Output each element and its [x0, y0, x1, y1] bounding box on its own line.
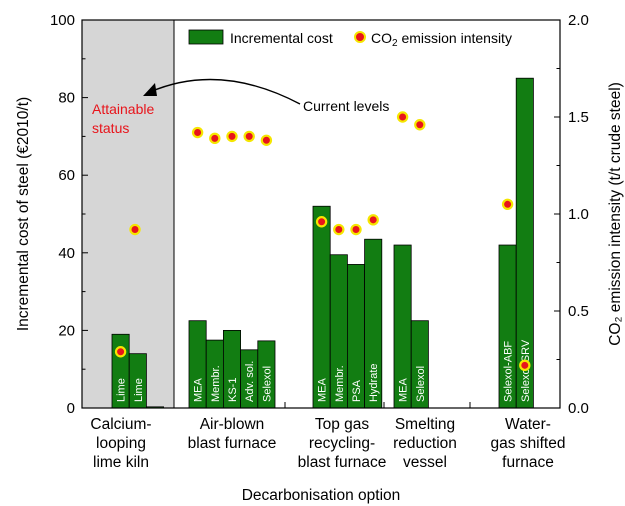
y2-tick-label-1: 0.5	[568, 303, 589, 320]
bar-label-g2-b3: Hydrate	[368, 363, 380, 402]
co2-dot-g2-b0	[315, 216, 328, 228]
co2-dot-g1-b2	[226, 130, 238, 143]
bar-label-g3-b1: Selexol	[415, 366, 427, 402]
y-tick-label-1: 20	[58, 322, 75, 339]
axes-layer: Calcium-looping lime kiln Air-blown blast f…	[50, 12, 589, 471]
bar-label-g1-b0: MEA	[193, 378, 205, 403]
co2-dot-g1-b4	[260, 134, 273, 146]
group-label-4-line1: gas shifted	[491, 435, 566, 452]
bar-g2-b0	[312, 205, 331, 409]
bar-label-g1-b3: Adv. sol.	[244, 361, 256, 402]
group-label-3-line1: reduction	[393, 435, 457, 452]
y-tick-label-0: 0	[67, 400, 75, 417]
legend-bar-swatch	[188, 29, 224, 45]
co2-dot-g1-b3	[243, 130, 255, 143]
legend-dot-swatch	[354, 31, 366, 43]
group-label-3-line0: Smelting	[395, 416, 455, 433]
y-tick-label-5: 100	[50, 12, 75, 29]
bar-label-g3-b0: MEA	[398, 378, 410, 403]
y2-tick-label-2: 1.0	[568, 206, 589, 223]
group-label-4-line0: Water-	[505, 416, 551, 433]
bar-label-g4-b0: Selexol-ABF	[503, 341, 515, 402]
group-label-1-line1: blast furnace	[188, 435, 277, 452]
co2-dot-g0-b0	[114, 346, 127, 358]
co2-dot-g2-b2	[350, 223, 362, 236]
y-tick-label-2: 40	[58, 245, 75, 262]
y-tick-label-3: 60	[58, 167, 75, 184]
group-label-3-line2: vessel	[403, 454, 447, 471]
group-label-0-line0: Calcium-	[90, 416, 151, 433]
co2-dot-g1-b0	[191, 126, 204, 139]
dots-layer	[114, 111, 531, 372]
bar-label-g1-b1: Membr.	[210, 365, 222, 402]
bars-layer	[111, 77, 534, 409]
group-label-2-line1: recycling-	[309, 435, 375, 452]
bar-label-g2-b1: Membr.	[334, 365, 346, 402]
legend-dot-prefix: CO	[371, 30, 392, 46]
group-label-4-line2: furnace	[502, 454, 554, 471]
co2-dot-g0-extra0	[129, 223, 141, 236]
y2-axis-title: CO₂ emission intensity (t/t crude steel)	[607, 82, 624, 346]
legend-bar-label: Incremental cost	[230, 30, 333, 46]
group-label-2-line0: Top gas	[315, 416, 370, 433]
y-tick-label-4: 80	[58, 90, 75, 107]
group-label-0-line2: lime kiln	[93, 454, 149, 471]
bar-label-g1-b4: Selexol	[261, 366, 273, 402]
legend-dot-sub: 2	[392, 38, 398, 49]
y2-tick-label-4: 2.0	[568, 12, 589, 29]
co2-dot-g3-b0	[396, 111, 409, 123]
group-label-2-line2: blast furnace	[298, 454, 387, 471]
y2-tick-label-3: 1.5	[568, 109, 589, 126]
bar-label-g0-b0: Lime	[116, 378, 128, 402]
co2-dot-g2-b1	[333, 223, 345, 236]
annotation-arrowhead	[143, 83, 157, 96]
bar-label-g1-b2: KS-1	[227, 378, 239, 402]
bar-label-g0-b1: Lime	[133, 378, 145, 402]
y-axis-title: Incremental cost of steel (€2010/t)	[15, 97, 32, 331]
co2-dot-g1-b1	[209, 132, 221, 145]
co2-dot-g2-b3	[367, 214, 379, 226]
co2-dot-g4-b0	[501, 198, 514, 210]
annotation-current-levels: Current levels	[303, 98, 389, 114]
legend-dot-suffix: emission intensity	[398, 30, 512, 46]
bar-label-g2-b0: MEA	[317, 378, 329, 403]
legend-dot-label: CO2 emission intensity	[371, 30, 512, 49]
bar-label-g2-b2: PSA	[351, 379, 363, 402]
x-axis-title: Decarbonisation option	[242, 487, 401, 504]
group-label-1-line0: Air-blown	[200, 416, 265, 433]
co2-dot-g4-b1	[519, 359, 531, 372]
legend: Incremental cost CO2 emission intensity	[188, 29, 512, 49]
co2-dot-g3-b1	[414, 119, 426, 131]
annotation-attainable-line2: status	[92, 120, 129, 136]
group-label-0-line1: looping	[96, 435, 146, 452]
y2-tick-label-0: 0.0	[568, 400, 589, 417]
annotation-attainable-line1: Attainable	[92, 101, 154, 117]
annotation-arrow	[149, 78, 301, 105]
